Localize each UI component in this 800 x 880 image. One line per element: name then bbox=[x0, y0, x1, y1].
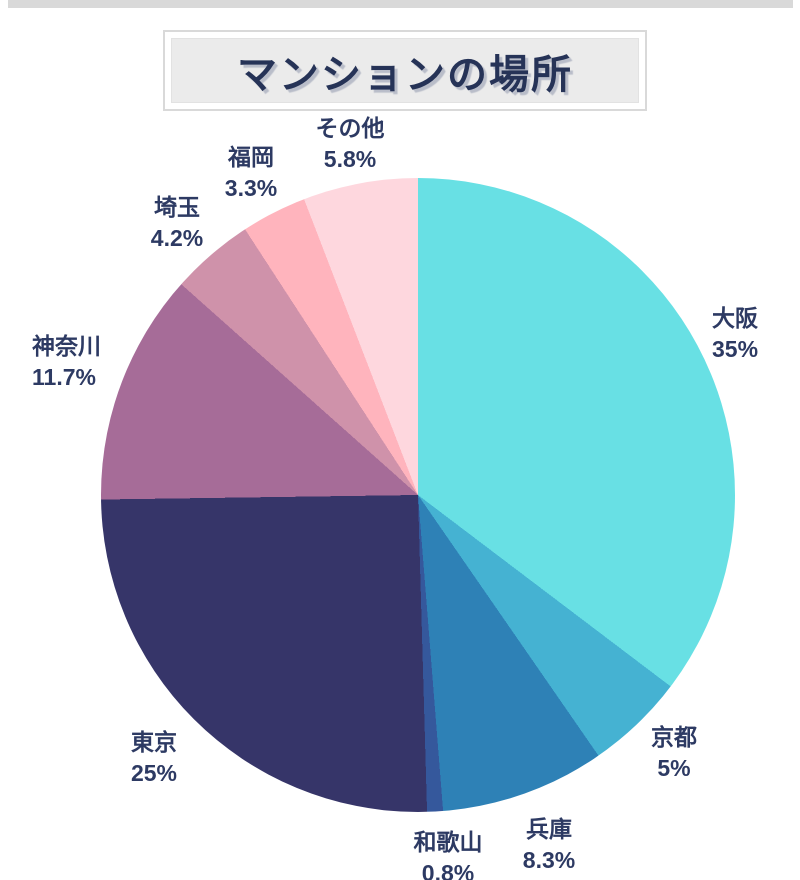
slice-name: 埼玉 bbox=[154, 194, 200, 220]
slice-percent: 11.7% bbox=[32, 364, 96, 390]
slice-name: 京都 bbox=[651, 724, 697, 750]
slice-label-hyogo: 兵庫 8.3% bbox=[523, 814, 575, 876]
slice-percent: 35% bbox=[712, 336, 759, 362]
slice-name: 兵庫 bbox=[526, 816, 572, 842]
slice-label-kyoto: 京都 5% bbox=[651, 722, 697, 784]
slice-percent: 4.2% bbox=[150, 225, 204, 251]
slice-label-saitama: 埼玉 4.2% bbox=[151, 192, 203, 254]
slice-percent: 8.3% bbox=[522, 847, 576, 873]
slice-name: 神奈川 bbox=[32, 333, 101, 359]
slice-percent: 5.8% bbox=[323, 146, 377, 172]
chart-title-panel: マンションの場所 bbox=[171, 38, 639, 103]
slice-name: 和歌山 bbox=[413, 829, 483, 855]
chart-title: マンションの場所 bbox=[237, 52, 573, 97]
pie-chart bbox=[101, 178, 735, 812]
top-accent-bar bbox=[8, 0, 793, 8]
slice-name: 福岡 bbox=[228, 144, 274, 170]
slice-percent: 3.3% bbox=[224, 175, 278, 201]
slice-label-tokyo: 東京 25% bbox=[131, 727, 177, 789]
slice-label-fukuoka: 福岡 3.3% bbox=[225, 142, 277, 204]
slice-name: その他 bbox=[315, 115, 385, 141]
slice-label-osaka: 大阪 35% bbox=[712, 303, 758, 365]
slice-percent: 25% bbox=[130, 760, 178, 786]
slice-name: 大阪 bbox=[712, 305, 758, 331]
slice-percent: 5% bbox=[657, 755, 691, 781]
slice-label-wakayama: 和歌山 0.8% bbox=[414, 827, 483, 880]
slice-label-kanagawa: 神奈川 11.7% bbox=[32, 331, 101, 393]
chart-title-box: マンションの場所 bbox=[163, 30, 647, 111]
slice-name: 東京 bbox=[130, 729, 177, 755]
slice-percent: 0.8% bbox=[421, 860, 475, 880]
slice-label-sonota: その他 5.8% bbox=[316, 113, 385, 175]
